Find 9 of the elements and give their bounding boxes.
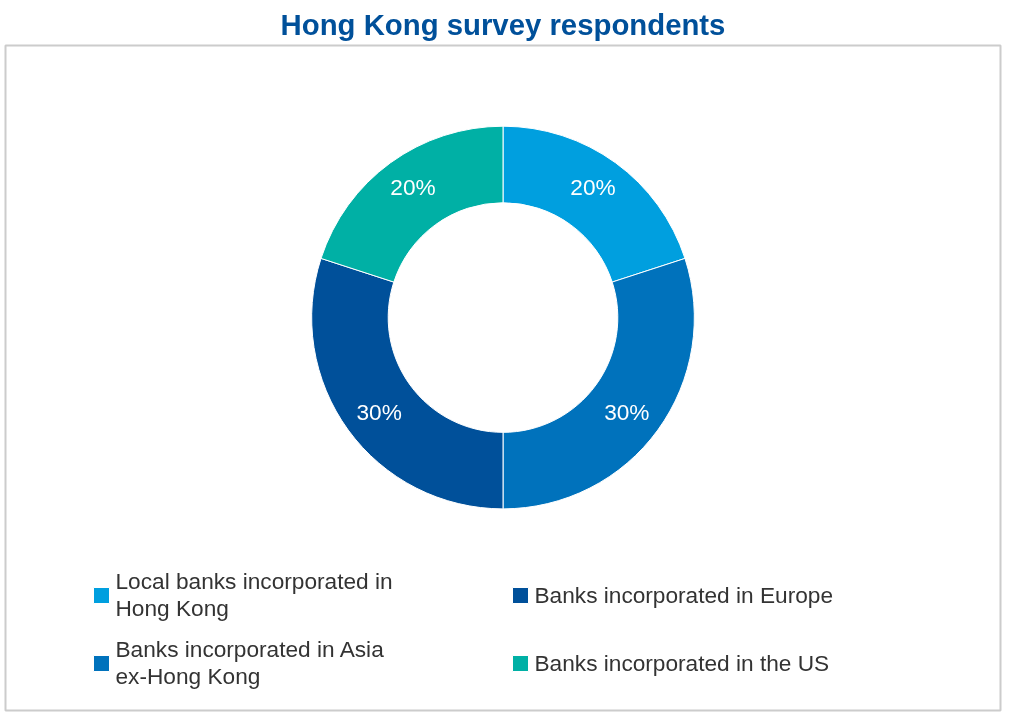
data-label: 30% <box>604 399 650 426</box>
legend-label: Banks incorporated in Asia ex-Hong Kong <box>115 636 385 690</box>
data-label: 20% <box>570 174 616 201</box>
data-label: 20% <box>390 174 436 201</box>
chart-title: Hong Kong survey respondents <box>280 7 726 41</box>
data-label: 30% <box>356 399 402 426</box>
legend-label: Banks incorporated in the US <box>534 649 831 677</box>
legend-label: Banks incorporated in Europe <box>534 581 834 609</box>
legend-label: Local banks incorporated in Hong Kong <box>115 568 394 622</box>
